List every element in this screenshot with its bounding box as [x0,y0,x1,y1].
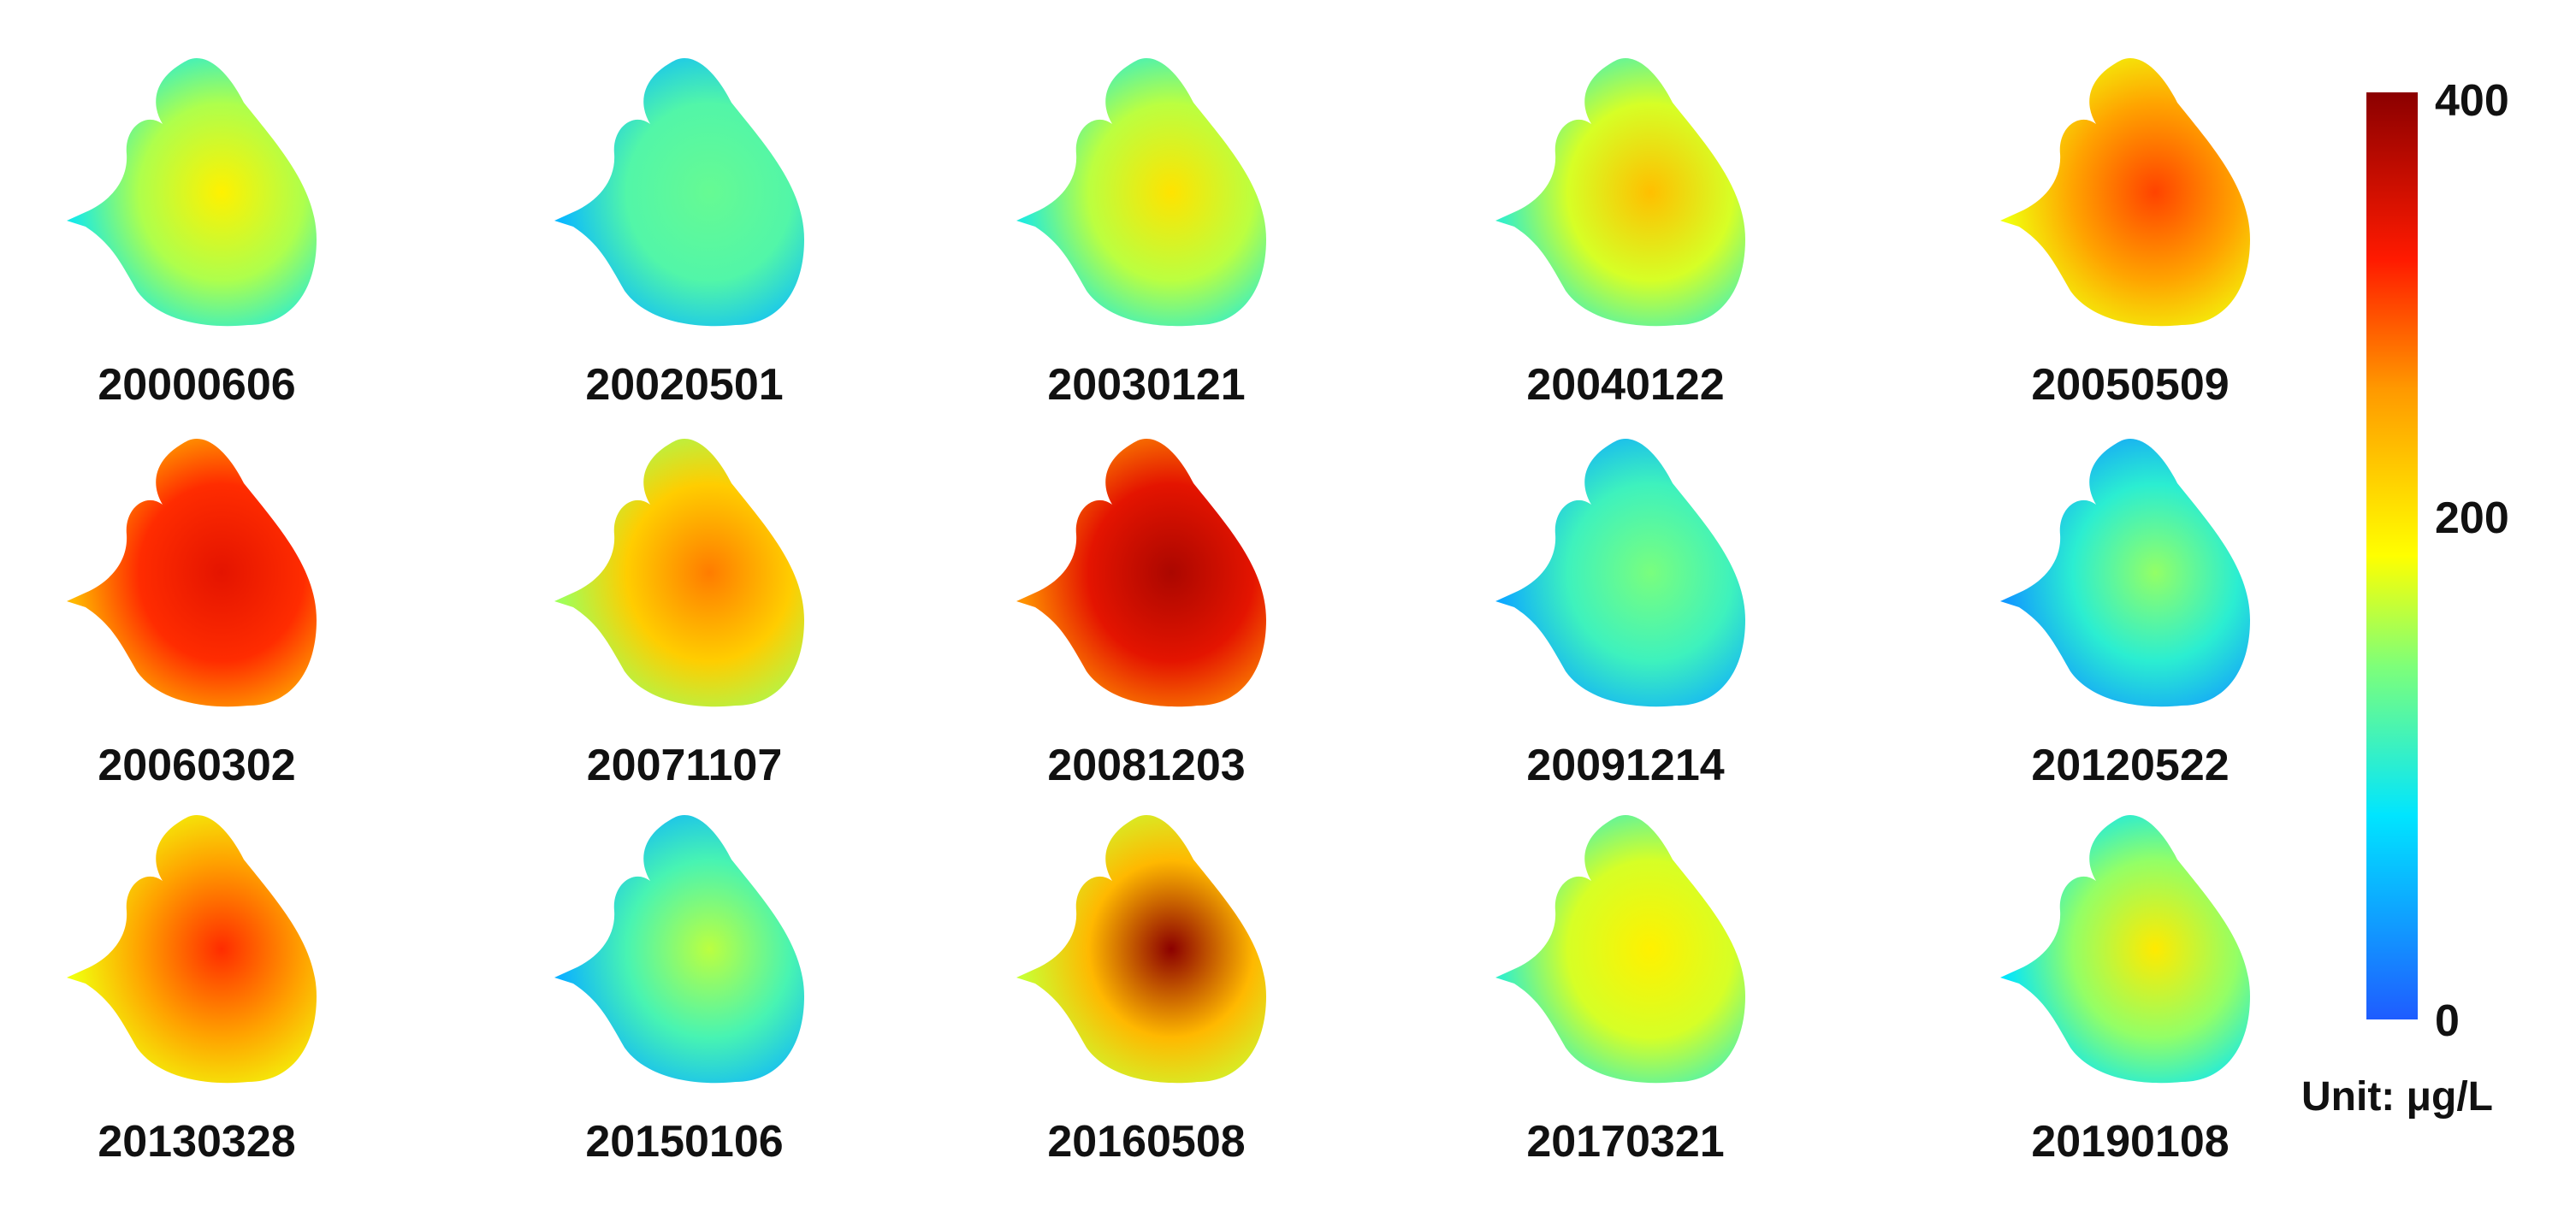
lake-shape [1495,815,1745,1084]
panel-date-label: 20160508 [1047,1117,1246,1167]
lake-map [554,58,804,327]
lake-shape [67,439,317,707]
lake-map [1016,58,1266,327]
map-panel: 20081203 [958,423,1335,790]
map-panel: 20170321 [1437,800,1814,1167]
lake-shape [1016,439,1266,707]
lake-shape [1495,58,1745,327]
lake-map [67,58,317,327]
lake-shape [1016,58,1266,327]
panel-date-label: 20081203 [1047,741,1246,790]
lake-map [1495,815,1745,1084]
panel-date-label: 20170321 [1526,1117,1725,1167]
lake-shape [554,58,804,327]
colorbar-tick-mid: 200 [2435,493,2509,543]
map-panel: 20130328 [9,800,385,1167]
map-panel: 20040122 [1437,43,1814,410]
map-panel: 20150106 [496,800,873,1167]
map-panel: 20000606 [9,43,385,410]
panel-date-label: 20030121 [1047,360,1246,410]
panel-date-label: 20120522 [2031,741,2230,790]
lake-map [2000,815,2250,1084]
lake-shape [554,439,804,707]
lake-map [1495,58,1745,327]
colorbar [2366,92,2418,1019]
map-panel: 20071107 [496,423,873,790]
lake-shape [2000,439,2250,707]
map-panel: 20120522 [1942,423,2318,790]
panel-date-label: 20130328 [98,1117,296,1167]
panel-date-label: 20050509 [2031,360,2230,410]
lake-map [554,815,804,1084]
colorbar-tick-min: 0 [2435,996,2460,1046]
panel-date-label: 20000606 [98,360,296,410]
panel-date-label: 20040122 [1526,360,1725,410]
panel-date-label: 20020501 [585,360,784,410]
colorbar-unit-label: Unit: μg/L [2301,1074,2493,1120]
lake-shape [554,815,804,1084]
lake-map [2000,58,2250,327]
panel-date-label: 20150106 [585,1117,784,1167]
lake-shape [2000,58,2250,327]
panel-date-label: 20071107 [586,741,783,790]
lake-shape [67,58,317,327]
lake-map [2000,439,2250,707]
map-panel: 20050509 [1942,43,2318,410]
map-panel: 20190108 [1942,800,2318,1167]
lake-map [1495,439,1745,707]
lake-shape [67,815,317,1084]
map-panel: 20060302 [9,423,385,790]
lake-shape [1495,439,1745,707]
lake-map [1016,815,1266,1084]
map-panel: 20030121 [958,43,1335,410]
map-panel: 20160508 [958,800,1335,1167]
lake-map [554,439,804,707]
lake-shape [1016,815,1266,1084]
panel-date-label: 20060302 [98,741,296,790]
lake-shape [2000,815,2250,1084]
map-panel: 20091214 [1437,423,1814,790]
lake-map [1016,439,1266,707]
panel-date-label: 20190108 [2031,1117,2230,1167]
lake-map [67,815,317,1084]
colorbar-tick-max: 400 [2435,76,2509,126]
panel-date-label: 20091214 [1526,741,1725,790]
map-panel: 20020501 [496,43,873,410]
lake-map [67,439,317,707]
